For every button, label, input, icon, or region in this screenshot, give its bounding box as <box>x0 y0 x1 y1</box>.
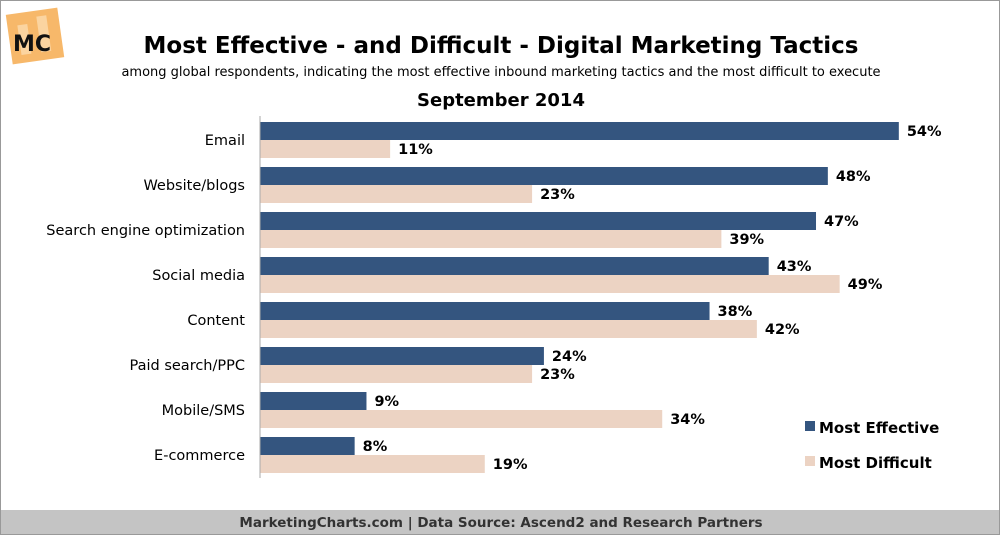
bar-most-difficult <box>260 365 533 383</box>
footer-band <box>1 510 999 534</box>
data-label: 48% <box>836 169 871 185</box>
bar-most-difficult <box>260 275 840 293</box>
bar-most-difficult <box>260 185 533 203</box>
data-label: 8% <box>363 439 388 455</box>
category-label: E-commerce <box>154 448 245 464</box>
data-label: 11% <box>398 142 433 158</box>
bar-most-difficult <box>260 455 485 473</box>
data-label: 34% <box>670 412 705 428</box>
category-label: Mobile/SMS <box>162 403 245 419</box>
data-label: 39% <box>729 232 764 248</box>
legend: Most Effective Most Difficult <box>805 419 939 472</box>
data-label: 19% <box>493 457 528 473</box>
category-label: Website/blogs <box>143 178 245 194</box>
chart-subtitle: among global respondents, indicating the… <box>121 65 880 80</box>
data-label: 38% <box>718 304 753 320</box>
category-label: Social media <box>152 268 245 284</box>
bar-most-effective <box>260 392 367 410</box>
bar-most-difficult <box>260 410 663 428</box>
bar-most-effective <box>260 212 817 230</box>
category-label: Search engine optimization <box>46 223 245 239</box>
data-label: 47% <box>824 214 859 230</box>
data-label: 23% <box>540 367 575 383</box>
bar-most-difficult <box>260 230 722 248</box>
data-label: 42% <box>765 322 800 338</box>
legend-label-difficult: Most Difficult <box>819 454 932 472</box>
footer-source: MarketingCharts.com | Data Source: Ascen… <box>239 515 762 531</box>
data-label: 23% <box>540 187 575 203</box>
bar-most-effective <box>260 122 899 140</box>
bar-most-effective <box>260 167 828 185</box>
data-label: 9% <box>374 394 399 410</box>
data-label: 49% <box>848 277 883 293</box>
legend-swatch-effective <box>805 421 815 431</box>
svg-text:MC: MC <box>13 32 51 57</box>
bar-most-difficult <box>260 320 757 338</box>
bar-most-effective <box>260 437 355 455</box>
legend-label-effective: Most Effective <box>819 419 939 437</box>
bar-most-effective <box>260 257 769 275</box>
category-label: Paid search/PPC <box>130 358 245 374</box>
data-label: 43% <box>777 259 812 275</box>
chart-title: Most Effective - and Difficult - Digital… <box>144 33 859 59</box>
mc-logo: MC <box>5 7 65 65</box>
bar-most-effective <box>260 347 544 365</box>
category-label: Email <box>205 133 245 149</box>
chart-period: September 2014 <box>417 90 585 111</box>
data-label: 54% <box>907 124 942 140</box>
data-label: 24% <box>552 349 587 365</box>
bar-most-effective <box>260 302 710 320</box>
category-label: Content <box>187 313 245 329</box>
legend-swatch-difficult <box>805 456 815 466</box>
bar-most-difficult <box>260 140 391 158</box>
